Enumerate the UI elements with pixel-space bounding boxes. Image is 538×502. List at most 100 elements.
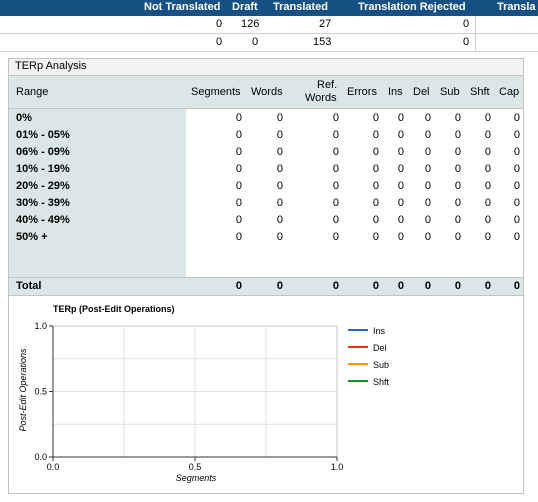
cell: 0 bbox=[484, 163, 491, 175]
header-segments: Segments bbox=[191, 86, 241, 98]
cell: 0 bbox=[513, 129, 520, 141]
header-ref-words-line1: Ref. bbox=[317, 79, 338, 91]
header-shft: Shft bbox=[470, 86, 490, 98]
cell: 0 bbox=[216, 18, 223, 30]
cell: 0 bbox=[235, 163, 242, 175]
row-label: 50% + bbox=[16, 231, 48, 243]
cell: 0 bbox=[484, 197, 491, 209]
cell: 0 bbox=[424, 129, 431, 141]
cell: 0 bbox=[235, 129, 242, 141]
cell: 0 bbox=[276, 280, 283, 292]
cell: 0 bbox=[513, 146, 520, 158]
cell: 0 bbox=[332, 197, 339, 209]
legend-label: Del bbox=[373, 343, 387, 353]
cell: 0 bbox=[454, 280, 461, 292]
cell: 0 bbox=[424, 146, 431, 158]
cell: 0 bbox=[454, 163, 461, 175]
cell: 0 bbox=[372, 180, 379, 192]
cell: 0 bbox=[513, 163, 520, 175]
cell: 0 bbox=[397, 180, 404, 192]
header-errors: Errors bbox=[347, 86, 377, 98]
cell: 0 bbox=[484, 180, 491, 192]
cell: 0 bbox=[252, 36, 259, 48]
cell: 0 bbox=[276, 163, 283, 175]
row-label: 30% - 39% bbox=[16, 197, 70, 209]
cell: 0 bbox=[332, 280, 339, 292]
legend-label: Shft bbox=[373, 377, 390, 387]
cell: 0 bbox=[484, 146, 491, 158]
col-truncated: Transla bbox=[497, 1, 536, 13]
cell: 0 bbox=[235, 280, 242, 292]
cell: 0 bbox=[397, 146, 404, 158]
cell: 0 bbox=[235, 214, 242, 226]
cell: 0 bbox=[332, 231, 339, 243]
cell: 0 bbox=[397, 214, 404, 226]
cell: 0 bbox=[454, 129, 461, 141]
cell: 0 bbox=[332, 112, 339, 124]
header-ref-words-line2: Words bbox=[305, 92, 337, 104]
cell: 0 bbox=[372, 280, 379, 292]
cell: 0 bbox=[276, 214, 283, 226]
cell: 0 bbox=[454, 146, 461, 158]
cell: 0 bbox=[484, 231, 491, 243]
cell: 0 bbox=[424, 197, 431, 209]
cell: 0 bbox=[454, 112, 461, 124]
cell: 0 bbox=[454, 197, 461, 209]
header-cap: Cap bbox=[499, 86, 520, 98]
cell: 0 bbox=[513, 280, 520, 292]
cell: 0 bbox=[372, 231, 379, 243]
header-ins: Ins bbox=[388, 86, 403, 98]
status-table-header: Not Translated Draft Translated Translat… bbox=[0, 0, 538, 16]
cell: 0 bbox=[463, 18, 470, 30]
cell: 0 bbox=[424, 214, 431, 226]
row-label: 06% - 09% bbox=[16, 146, 70, 158]
y-tick-label: 0.0 bbox=[34, 452, 47, 462]
cell: 0 bbox=[513, 112, 520, 124]
cell: 0 bbox=[397, 129, 404, 141]
column-divider bbox=[475, 34, 476, 51]
status-row: 0 126 27 0 bbox=[0, 16, 538, 34]
cell: 0 bbox=[454, 214, 461, 226]
col-translated: Translated bbox=[273, 1, 329, 13]
cell: 0 bbox=[332, 146, 339, 158]
cell: 0 bbox=[372, 163, 379, 175]
cell: 0 bbox=[235, 112, 242, 124]
cell: 0 bbox=[463, 36, 470, 48]
header-range: Range bbox=[16, 86, 49, 98]
legend-label: Ins bbox=[373, 326, 386, 336]
row-label: 10% - 19% bbox=[16, 163, 70, 175]
col-not-translated: Not Translated bbox=[144, 1, 221, 13]
cell: 0 bbox=[424, 163, 431, 175]
cell: 0 bbox=[513, 180, 520, 192]
cell: 0 bbox=[235, 197, 242, 209]
cell: 0 bbox=[235, 146, 242, 158]
cell: 0 bbox=[484, 129, 491, 141]
cell: 27 bbox=[319, 18, 332, 30]
cell: 0 bbox=[397, 112, 404, 124]
y-axis-label: Post-Edit Operations bbox=[18, 348, 28, 432]
range-column bbox=[9, 109, 186, 277]
terp-title-text: TERp Analysis bbox=[15, 60, 87, 72]
y-tick-label: 0.5 bbox=[34, 387, 47, 397]
cell: 0 bbox=[332, 129, 339, 141]
x-tick-label: 0.5 bbox=[189, 462, 202, 472]
cell: 0 bbox=[372, 129, 379, 141]
row-label: 40% - 49% bbox=[16, 214, 70, 226]
y-tick-label: 1.0 bbox=[34, 321, 47, 331]
x-axis-label: Segments bbox=[176, 473, 217, 483]
cell: 0 bbox=[276, 146, 283, 158]
row-label: 20% - 29% bbox=[16, 180, 70, 192]
cell: 0 bbox=[235, 180, 242, 192]
cell: 0 bbox=[216, 36, 223, 48]
column-divider bbox=[475, 16, 476, 33]
cell: 0 bbox=[397, 163, 404, 175]
cell: 126 bbox=[241, 18, 260, 30]
cell: 0 bbox=[372, 214, 379, 226]
x-tick-label: 0.0 bbox=[47, 462, 60, 472]
legend-label: Sub bbox=[373, 360, 389, 370]
cell: 0 bbox=[484, 214, 491, 226]
status-row: 0 0 153 0 bbox=[0, 34, 538, 52]
cell: 0 bbox=[424, 280, 431, 292]
cell: 0 bbox=[372, 146, 379, 158]
